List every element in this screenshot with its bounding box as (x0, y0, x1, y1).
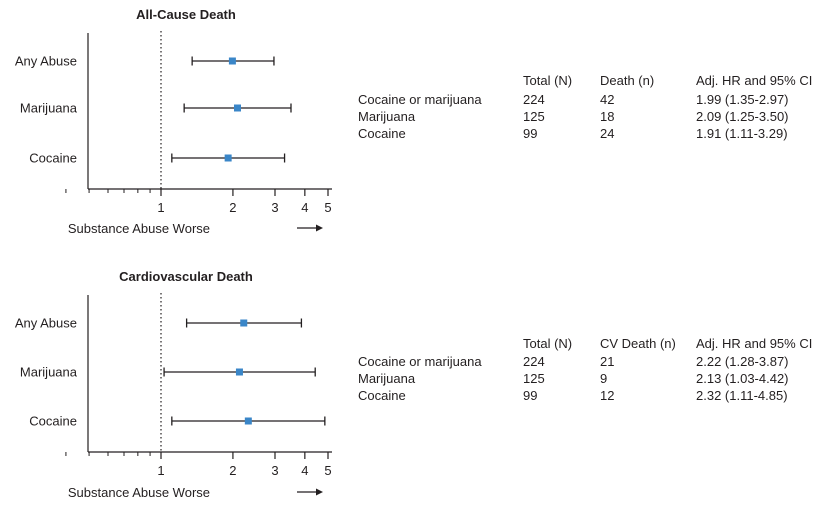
table-cell: 21 (600, 354, 614, 369)
panel-title: All-Cause Death (136, 7, 236, 22)
category-label: Marijuana (20, 365, 78, 380)
table-header-cell: Death (n) (600, 73, 654, 88)
category-label: Any Abuse (15, 54, 77, 69)
x-axis-label: Substance Abuse Worse (68, 485, 210, 500)
table-cell: Marijuana (358, 371, 416, 386)
table-cell: 99 (523, 388, 537, 403)
direction-arrow-head (316, 224, 323, 232)
table-cell: 125 (523, 109, 545, 124)
table-header-cell: CV Death (n) (600, 336, 676, 351)
table-header-cell: Total (N) (523, 73, 572, 88)
table-cell: 2.32 (1.11-4.85) (696, 388, 788, 403)
table-cell: 224 (523, 354, 545, 369)
table-cell: 1.99 (1.35-2.97) (696, 92, 789, 107)
hr-point-marker (228, 57, 236, 65)
x-tick-label: 2 (229, 463, 236, 478)
hr-point-marker (240, 319, 248, 327)
table-cell: 2.09 (1.25-3.50) (696, 109, 789, 124)
table-cell: 2.22 (1.28-3.87) (696, 354, 789, 369)
table-header-cell: Adj. HR and 95% CI (696, 336, 812, 351)
hr-point-marker (235, 368, 243, 376)
direction-arrow-head (316, 488, 323, 496)
table-cell: 9 (600, 371, 607, 386)
table-cell: 99 (523, 126, 537, 141)
table-header-cell: Adj. HR and 95% CI (696, 73, 812, 88)
table-cell: 24 (600, 126, 614, 141)
category-label: Marijuana (20, 101, 78, 116)
table-cell: Cocaine (358, 126, 406, 141)
hr-point-marker (224, 154, 232, 162)
x-tick-label: 3 (271, 463, 278, 478)
table-cell: 2.13 (1.03-4.42) (696, 371, 789, 386)
table-header-cell: Total (N) (523, 336, 572, 351)
panel-title: Cardiovascular Death (119, 269, 253, 284)
panel-all-cause-death: All-Cause Death 1 2 3 4 5 Substance Abuse Wors… (15, 7, 813, 236)
table-cell: Cocaine or marijuana (358, 354, 482, 369)
x-tick-label: 3 (271, 200, 278, 215)
hr-point-marker (244, 417, 252, 425)
category-label: Any Abuse (15, 316, 77, 331)
x-tick-label: 5 (324, 200, 331, 215)
table-cell: 12 (600, 388, 614, 403)
table-cell: 18 (600, 109, 614, 124)
table-cell: Cocaine (358, 388, 406, 403)
x-tick-label: 1 (157, 463, 164, 478)
category-label: Cocaine (29, 151, 77, 166)
x-axis-label: Substance Abuse Worse (68, 221, 210, 236)
table-cell: Marijuana (358, 109, 416, 124)
x-tick-label: 5 (324, 463, 331, 478)
x-tick-label: 4 (301, 463, 308, 478)
x-tick-label: 1 (157, 200, 164, 215)
table-cell: Cocaine or marijuana (358, 92, 482, 107)
category-label: Cocaine (29, 414, 77, 429)
table-cell: 1.91 (1.11-3.29) (696, 126, 788, 141)
hr-point-marker (233, 104, 241, 112)
x-tick-label: 2 (229, 200, 236, 215)
x-tick-label: 4 (301, 200, 308, 215)
table-cell: 125 (523, 371, 545, 386)
table-cell: 42 (600, 92, 614, 107)
table-cell: 224 (523, 92, 545, 107)
